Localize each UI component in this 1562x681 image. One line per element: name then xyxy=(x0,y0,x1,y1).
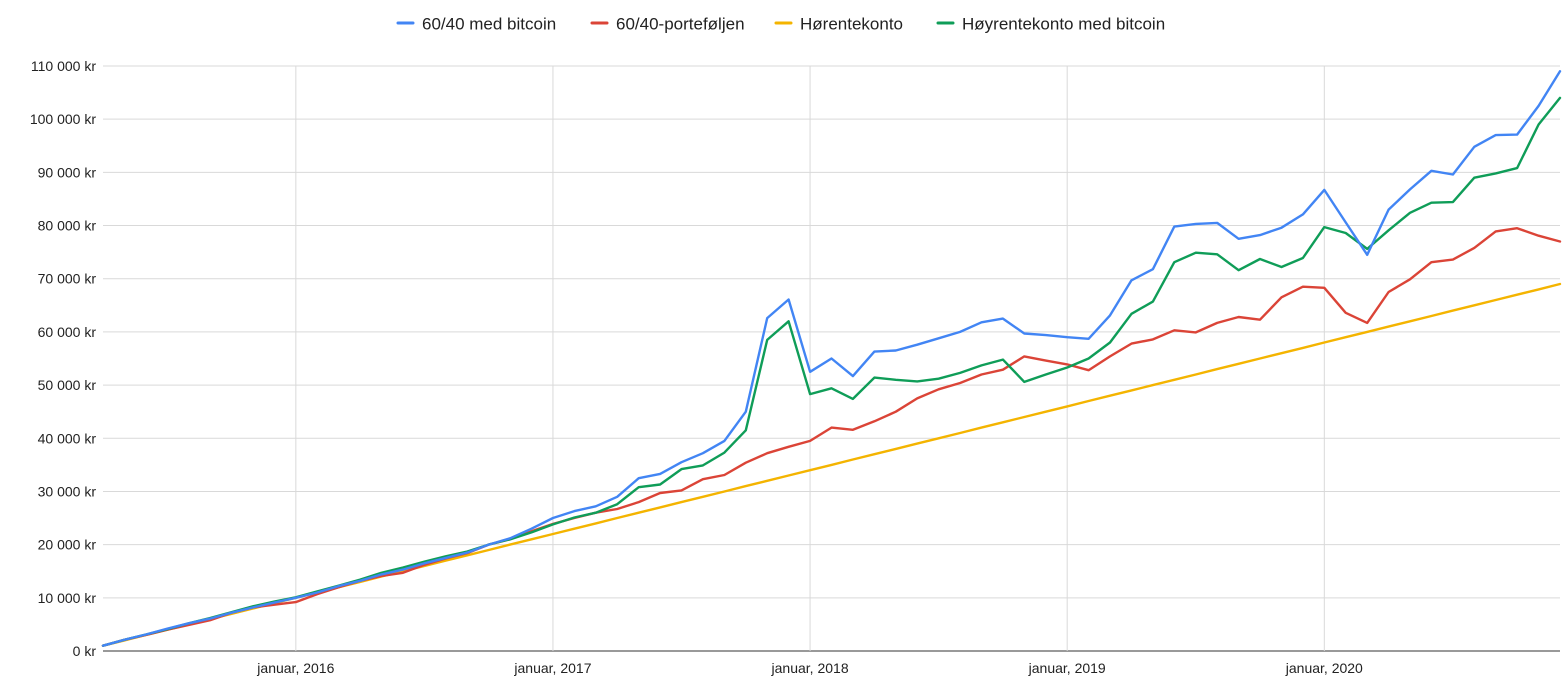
x-tick-label: januar, 2019 xyxy=(1028,660,1106,676)
legend-item-1: 60/40 med bitcoin xyxy=(396,15,556,34)
legend-label: 60/40-porteføljen xyxy=(616,15,745,34)
series-lines xyxy=(101,70,1562,647)
y-tick-label: 100 000 kr xyxy=(30,111,96,127)
legend-label: 60/40 med bitcoin xyxy=(422,15,556,34)
y-tick-label: 0 kr xyxy=(73,643,97,659)
y-tick-label: 110 000 kr xyxy=(31,58,96,74)
series-line-1 xyxy=(101,70,1562,647)
x-tick-label: januar, 2018 xyxy=(771,660,849,676)
legend: 60/40 med bitcoin 60/40-porteføljen Hørent… xyxy=(396,15,1165,34)
legend-label: Hørentekonto xyxy=(800,15,903,34)
y-tick-label: 50 000 kr xyxy=(38,377,97,393)
y-tick-label: 10 000 kr xyxy=(38,590,97,606)
legend-item-3: Hørentekonto xyxy=(774,15,903,34)
y-tick-label: 70 000 kr xyxy=(38,271,97,287)
x-tick-label: januar, 2016 xyxy=(256,660,334,676)
y-tick-label: 40 000 kr xyxy=(38,430,97,446)
gridlines xyxy=(103,65,1560,652)
legend-label: Høyrentekonto med bitcoin xyxy=(962,15,1165,34)
y-tick-label: 60 000 kr xyxy=(38,324,97,340)
y-tick-label: 30 000 kr xyxy=(38,483,97,499)
y-tick-label: 20 000 kr xyxy=(38,537,97,553)
y-tick-label: 80 000 kr xyxy=(38,218,97,234)
legend-item-4: Høyrentekonto med bitcoin xyxy=(936,15,1165,34)
x-tick-label: januar, 2020 xyxy=(1285,660,1363,676)
legend-item-2: 60/40-porteføljen xyxy=(590,15,745,34)
x-tick-label: januar, 2017 xyxy=(513,660,591,676)
axis-tick-labels: 0 kr 10 000 kr 20 000 kr 30 000 kr 40 000 kr… xyxy=(30,58,1363,676)
y-tick-label: 90 000 kr xyxy=(38,164,97,180)
